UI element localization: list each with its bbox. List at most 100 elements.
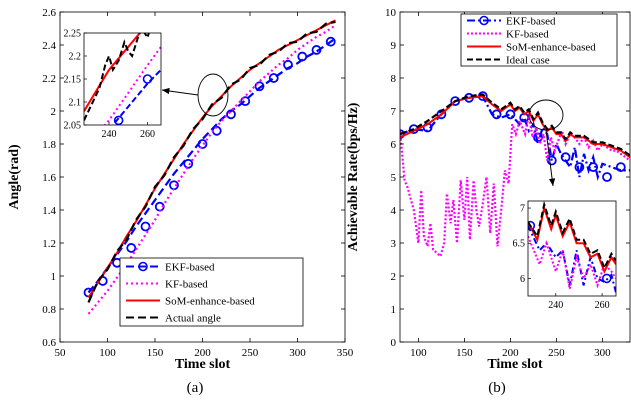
legend: EKF-based KF-based SoM-enhance-based Actual… [119, 257, 304, 327]
data-point-ekf-based [197, 139, 208, 149]
y-tick-label: 3 [391, 238, 397, 250]
data-point-ekf-based [183, 158, 194, 169]
y-tick-label: 6 [391, 139, 397, 151]
inset-frame [527, 200, 617, 297]
inset-series-line [111, 69, 161, 125]
x-tick-label: 300 [289, 347, 306, 359]
data-point-ekf-based [560, 152, 571, 163]
y-tick-label: 0.6 [42, 337, 56, 349]
data-point-ekf-based [311, 45, 322, 55]
x-tick-label: 200 [502, 347, 519, 359]
y-tick-label: 1.6 [42, 172, 56, 184]
data-point-ekf-based [400, 129, 405, 139]
inset-series-line [103, 46, 161, 125]
zoom-arrow-head [162, 87, 170, 95]
zoom-arrow-head [548, 178, 556, 186]
x-tick-label: 150 [456, 347, 473, 359]
series-line-som-enhance-based [400, 95, 630, 159]
legend-entry: EKF-based [165, 262, 215, 274]
inset-x-tick-label: 260 [140, 129, 155, 140]
inset-y-tick-label: 6 [520, 274, 525, 285]
series-group [83, 19, 337, 315]
y-tick-label: 1.4 [42, 205, 56, 217]
y-axis-label: Angle(rad) [7, 144, 22, 210]
legend-entry: Ideal case [506, 55, 550, 67]
y-tick-label: 2 [51, 106, 57, 118]
y-tick-label: 0 [391, 337, 397, 349]
y-tick-label: 1.2 [42, 238, 56, 250]
x-tick-label: 100 [410, 347, 427, 359]
panel-caption: (b) [488, 380, 506, 396]
zoom-arrow-line [545, 129, 554, 187]
x-tick-label: 200 [194, 347, 211, 359]
data-point-ekf-based [226, 109, 236, 120]
y-axis-label: Achievable Rate(bps/Hz) [346, 102, 361, 251]
data-point-ekf-based [297, 51, 308, 62]
inset-x-tick-label: 240 [548, 300, 563, 311]
inset-y-tick-label: 2.2 [69, 52, 82, 63]
data-point-ekf-based [240, 96, 251, 106]
inset-y-tick-label: 7 [520, 204, 525, 215]
x-axis-label: Time slot [487, 357, 543, 372]
data-point-ekf-based [615, 162, 626, 173]
x-axis-label: Time slot [175, 357, 231, 372]
y-tick-label: 2.4 [42, 40, 56, 52]
data-point-ekf-based [140, 221, 151, 232]
inset-plot: 240 260 2.05 2.1 2.15 2.2 2.25 [64, 29, 162, 140]
inset-y-tick-label: 2.05 [64, 121, 82, 132]
inset-data-point [113, 115, 124, 125]
y-tick-label: 1 [391, 304, 397, 316]
series-line-actual-angle [87, 20, 336, 303]
y-tick-label: 5 [391, 172, 397, 184]
data-point-ekf-based [126, 243, 137, 253]
inset-y-tick-label: 2.1 [69, 98, 82, 109]
legend-marker [138, 261, 148, 272]
inset-plot: 240 260 6 6.5 7 [513, 200, 617, 311]
chart-panel-a: 50 100 150 200 250 300 350 0.6 0.8 1 1.2 1.4 1.6 1.8 2… [7, 7, 354, 396]
y-tick-label: 2.6 [42, 7, 56, 19]
data-point-ekf-based [254, 81, 265, 92]
data-point-ekf-based [602, 172, 612, 182]
y-tick-label: 2.2 [42, 73, 56, 85]
y-tick-label: 4 [391, 205, 397, 217]
y-tick-label: 1.8 [42, 139, 56, 151]
data-point-ekf-based [491, 109, 502, 120]
x-tick-label: 350 [337, 347, 354, 359]
data-point-ekf-based [505, 109, 516, 120]
legend-entry: Actual angle [165, 313, 221, 325]
chart-panel-b: 100 150 200 250 300 0 1 2 3 4 5 6 7 8 9 10 Time slot Achi… [346, 7, 631, 396]
data-point-ekf-based [268, 73, 279, 83]
inset-series-line [528, 201, 616, 271]
legend-entry: KF-based [165, 279, 208, 291]
inset-series-line [528, 235, 616, 290]
inset-series-line [528, 204, 616, 274]
y-tick-label: 9 [391, 40, 397, 52]
y-tick-label: 7 [391, 106, 397, 118]
legend-entry: SoM-enhance-based [165, 296, 255, 308]
inset-y-tick-label: 6.5 [513, 239, 526, 250]
inset-data-point [142, 74, 153, 84]
inset-background [84, 33, 161, 125]
y-tick-label: 8 [391, 73, 397, 85]
inset-data-point [601, 273, 612, 284]
x-tick-label: 50 [55, 347, 67, 359]
y-tick-label: 10 [385, 7, 397, 19]
legend-entry: EKF-based [506, 16, 556, 28]
data-point-ekf-based [574, 162, 585, 173]
data-point-ekf-based [283, 59, 293, 70]
inset-series-group [84, 33, 161, 125]
inset-series-group [528, 201, 616, 293]
inset-data-point [528, 220, 536, 231]
y-tick-label: 0.8 [42, 304, 56, 316]
legend-entry: SoM-enhance-based [506, 42, 596, 54]
y-tick-label: 1 [51, 271, 57, 283]
series-line-ekf-based [87, 37, 337, 294]
zoom-ellipse [528, 99, 564, 131]
data-point-ekf-based [325, 36, 336, 47]
x-tick-label: 150 [147, 347, 164, 359]
legend-entry: KF-based [506, 29, 549, 41]
y-tick-label: 2 [391, 271, 397, 283]
inset-x-tick-label: 240 [102, 129, 117, 140]
x-tick-label: 100 [99, 347, 116, 359]
inset-x-tick-label: 260 [595, 300, 610, 311]
